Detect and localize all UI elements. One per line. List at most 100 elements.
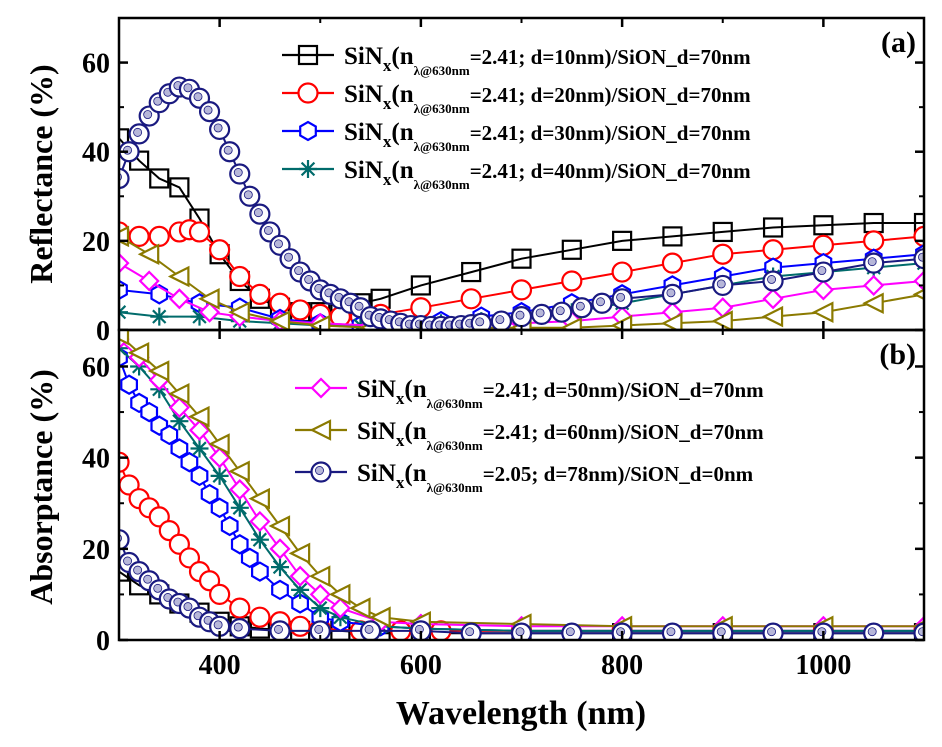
legend-marker <box>299 120 317 142</box>
y-tick-label: 20 <box>82 535 110 566</box>
data-point <box>611 288 633 310</box>
legend: SiNx(nλ@630nm=2.41; d=50nm)/SiON_d=70nmS… <box>295 376 764 495</box>
data-point <box>561 239 582 260</box>
data-point <box>220 515 239 537</box>
legend-label-part: λ@630nm <box>414 101 470 116</box>
y-tick-label: 60 <box>82 352 110 383</box>
data-point <box>249 510 271 533</box>
marker-core <box>213 620 223 630</box>
data-point <box>148 225 170 247</box>
data-point <box>289 565 311 587</box>
marker-core <box>294 266 304 276</box>
legend-entry: SiNx(nλ@630nm=2.41; d=30nm)/SiON_d=70nm <box>282 119 751 154</box>
data-point <box>510 306 533 328</box>
legend-label-part: SiN <box>344 157 383 184</box>
legend-label-part: x <box>396 431 405 450</box>
data-point <box>190 439 209 458</box>
data-point <box>271 558 289 577</box>
marker-core <box>616 292 626 302</box>
legend-label-part: λ@630nm <box>427 396 483 411</box>
data-point <box>168 396 190 419</box>
data-point <box>612 230 633 251</box>
marker-core <box>465 627 475 637</box>
data-point <box>308 314 331 330</box>
marker-core <box>666 627 676 637</box>
data-point <box>812 622 834 640</box>
data-point <box>762 239 784 261</box>
legend-label: SiNx(nλ@630nm=2.41; d=60nm)/SiON_d=70nm <box>357 418 764 453</box>
marker-core <box>233 622 243 632</box>
data-point <box>510 622 533 640</box>
data-point <box>188 419 211 441</box>
legend-entry: SiNx(nλ@630nm=2.41; d=60nm)/SiON_d=70nm <box>295 418 764 453</box>
data-point <box>571 297 593 319</box>
marker-core <box>193 92 203 102</box>
marker-core <box>867 627 877 637</box>
data-point <box>560 316 582 330</box>
data-point <box>190 307 209 326</box>
marker-core <box>565 627 575 637</box>
data-point <box>119 252 130 274</box>
data-point <box>291 580 310 599</box>
data-point <box>128 225 150 247</box>
data-point <box>160 424 179 446</box>
legend-label-part: =2.41; d=10nm)/SiON_d=70nm <box>470 45 751 69</box>
data-point <box>410 297 432 319</box>
data-point <box>311 599 330 618</box>
data-point <box>328 583 351 606</box>
data-point <box>150 307 169 326</box>
legend-label-part: =2.41; d=60nm)/SiON_d=70nm <box>483 420 764 444</box>
marker-core <box>133 127 143 137</box>
marker-core <box>535 308 545 318</box>
data-point <box>470 312 492 330</box>
data-point <box>209 239 231 261</box>
series-7 <box>119 529 924 640</box>
legend-label: SiNx(nλ@630nm=2.41; d=10nm)/SiON_d=70nm <box>344 43 751 78</box>
data-point <box>813 215 834 236</box>
data-point <box>913 622 924 640</box>
legend-label-part: x <box>383 132 392 151</box>
legend-label-part: SiN <box>357 376 396 403</box>
data-point <box>561 622 583 640</box>
legend-label-part: λ@630nm <box>414 177 470 192</box>
data-point <box>168 288 190 310</box>
data-point <box>410 275 431 296</box>
plot-area <box>119 330 924 640</box>
data-point <box>662 226 683 247</box>
data-point <box>812 234 834 256</box>
data-point <box>490 310 512 330</box>
data-point <box>712 622 734 640</box>
marker-core <box>666 288 676 298</box>
y-tick-label: 20 <box>82 227 110 258</box>
marker-core <box>314 624 324 634</box>
y-axis-label: Reflectance (%) <box>23 64 59 283</box>
data-point <box>291 593 309 614</box>
marker-core <box>223 145 233 155</box>
data-point <box>762 622 784 640</box>
data-point <box>661 283 684 305</box>
data-point <box>208 433 230 455</box>
legend-label-part: x <box>383 94 392 113</box>
data-point <box>269 538 291 560</box>
data-point <box>188 221 211 243</box>
data-point <box>229 265 251 288</box>
data-point <box>289 615 311 637</box>
data-point <box>762 270 784 292</box>
legend-entry: SiNx(nλ@630nm=2.05; d=78nm)/SiON_d=0nm <box>295 460 754 495</box>
data-point <box>200 483 219 505</box>
marker-core <box>555 306 565 316</box>
data-point <box>461 261 482 283</box>
y-tick-label: 40 <box>82 138 110 169</box>
marker-core <box>918 627 924 637</box>
data-point <box>761 305 784 328</box>
data-point <box>349 597 371 619</box>
legend-label-part: (n <box>391 43 413 70</box>
legend-label: SiNx(nλ@630nm=2.41; d=50nm)/SiON_d=70nm <box>357 376 764 411</box>
data-point <box>812 279 834 301</box>
data-point <box>660 312 683 330</box>
data-point <box>863 622 885 640</box>
data-point <box>511 248 532 269</box>
legend-label-part: (n <box>391 119 413 146</box>
legend-entry: SiNx(nλ@630nm=2.41; d=20nm)/SiON_d=70nm <box>282 81 751 116</box>
